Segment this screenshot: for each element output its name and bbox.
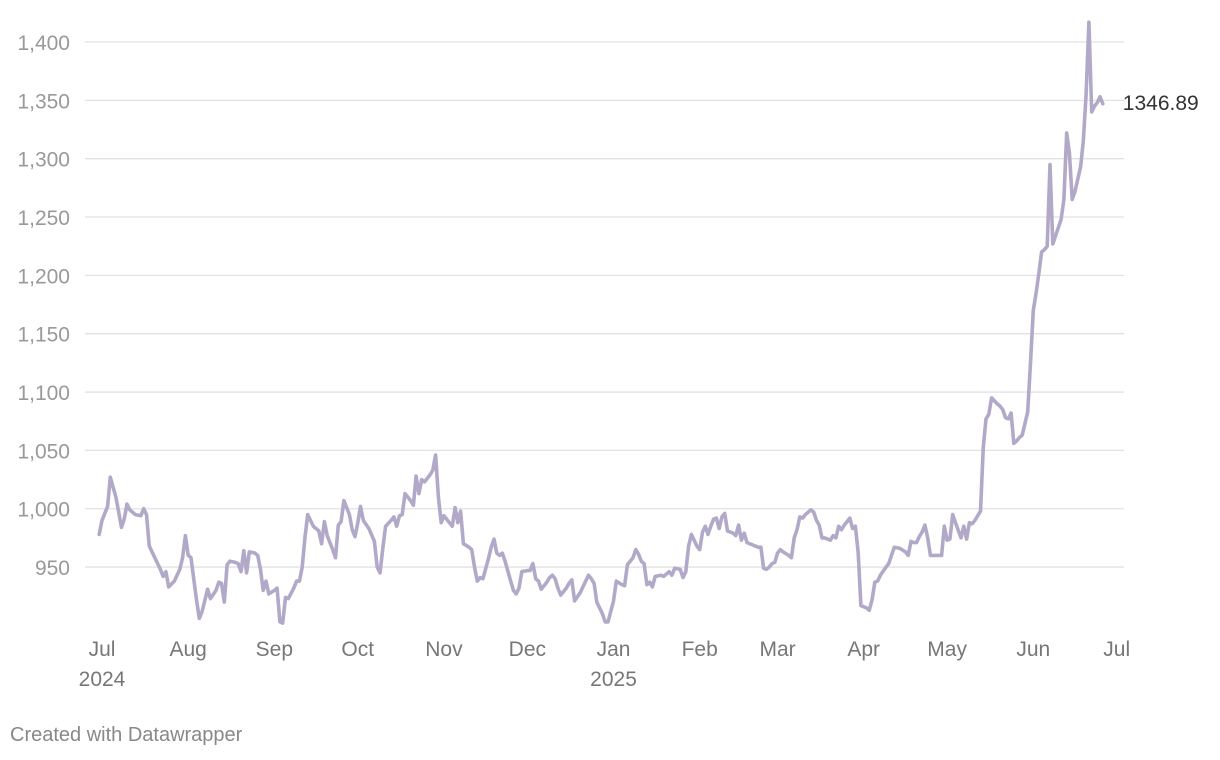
x-tick-label: Jul — [89, 638, 116, 661]
x-tick-label: Nov — [425, 638, 463, 661]
y-tick-label: 1,000 — [17, 499, 70, 522]
x-tick-label: Apr — [847, 638, 880, 661]
x-tick-label: Mar — [759, 638, 795, 661]
series-line-price — [97, 20, 1105, 625]
y-tick-label: 1,100 — [17, 382, 70, 405]
x-tick-label: Jun — [1016, 638, 1050, 661]
y-tick-label: 1,050 — [17, 440, 70, 463]
x-tick-label: Jul — [1103, 638, 1130, 661]
x-tick-label: Jan — [597, 638, 631, 661]
y-tick-label: 1,300 — [17, 149, 70, 172]
x-tick-label: Aug — [169, 638, 206, 661]
y-tick-label: 1,200 — [17, 265, 70, 288]
x-tick-year-label: 2024 — [79, 668, 126, 691]
x-tick-label: Sep — [256, 638, 293, 661]
y-tick-label: 1,400 — [17, 32, 70, 55]
x-tick-year-label: 2025 — [590, 668, 637, 691]
y-tick-label: 1,150 — [17, 324, 70, 347]
y-tick-label: 1,350 — [17, 90, 70, 113]
y-tick-label: 1,250 — [17, 207, 70, 230]
series-group — [97, 20, 1105, 625]
gridlines — [85, 41, 1124, 568]
end-value-label: 1346.89 — [1123, 92, 1199, 115]
y-axis-ticks: 950 1,000 1,050 1,100 1,150 1,200 1,250 1,300 1,… — [17, 32, 70, 580]
x-tick-label: Feb — [682, 638, 718, 661]
credit-text: Created with Datawrapper — [10, 724, 243, 746]
x-tick-label: Oct — [341, 638, 374, 661]
y-tick-label: 950 — [35, 557, 70, 580]
x-axis-ticks: Jul 2024 Aug Sep Oct Nov Dec Jan 2025 Feb Mar Apr Ma… — [79, 638, 1130, 691]
x-tick-label: Dec — [509, 638, 546, 661]
x-tick-label: May — [927, 638, 967, 661]
